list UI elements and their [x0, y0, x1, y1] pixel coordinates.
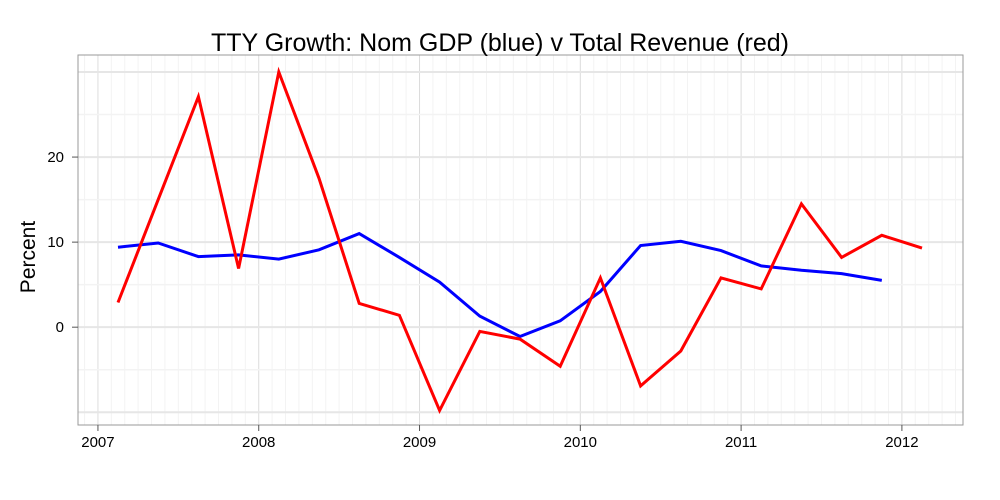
x-tick-label: 2010	[564, 434, 597, 451]
x-tick-label: 2007	[81, 434, 114, 451]
x-tick-label: 2012	[885, 434, 918, 451]
series-lines	[116, 66, 923, 415]
plot-border	[77, 54, 964, 426]
x-tick-label: 2011	[725, 434, 757, 451]
y-tick-label: 20	[47, 149, 64, 166]
y-tick-label: 10	[47, 234, 64, 251]
axes: 2007 2008 2009 2010 2011 2012 0 10 20	[47, 149, 918, 451]
y-axis-label: Percent	[17, 221, 40, 294]
x-tick-label: 2009	[403, 434, 436, 451]
series-line-red	[116, 66, 923, 415]
y-tick-label: 0	[56, 319, 64, 336]
series-line-blue	[117, 231, 883, 339]
chart-title: TTY Growth: Nom GDP (blue) v Total Reven…	[211, 29, 789, 57]
x-tick-label: 2008	[242, 434, 275, 451]
